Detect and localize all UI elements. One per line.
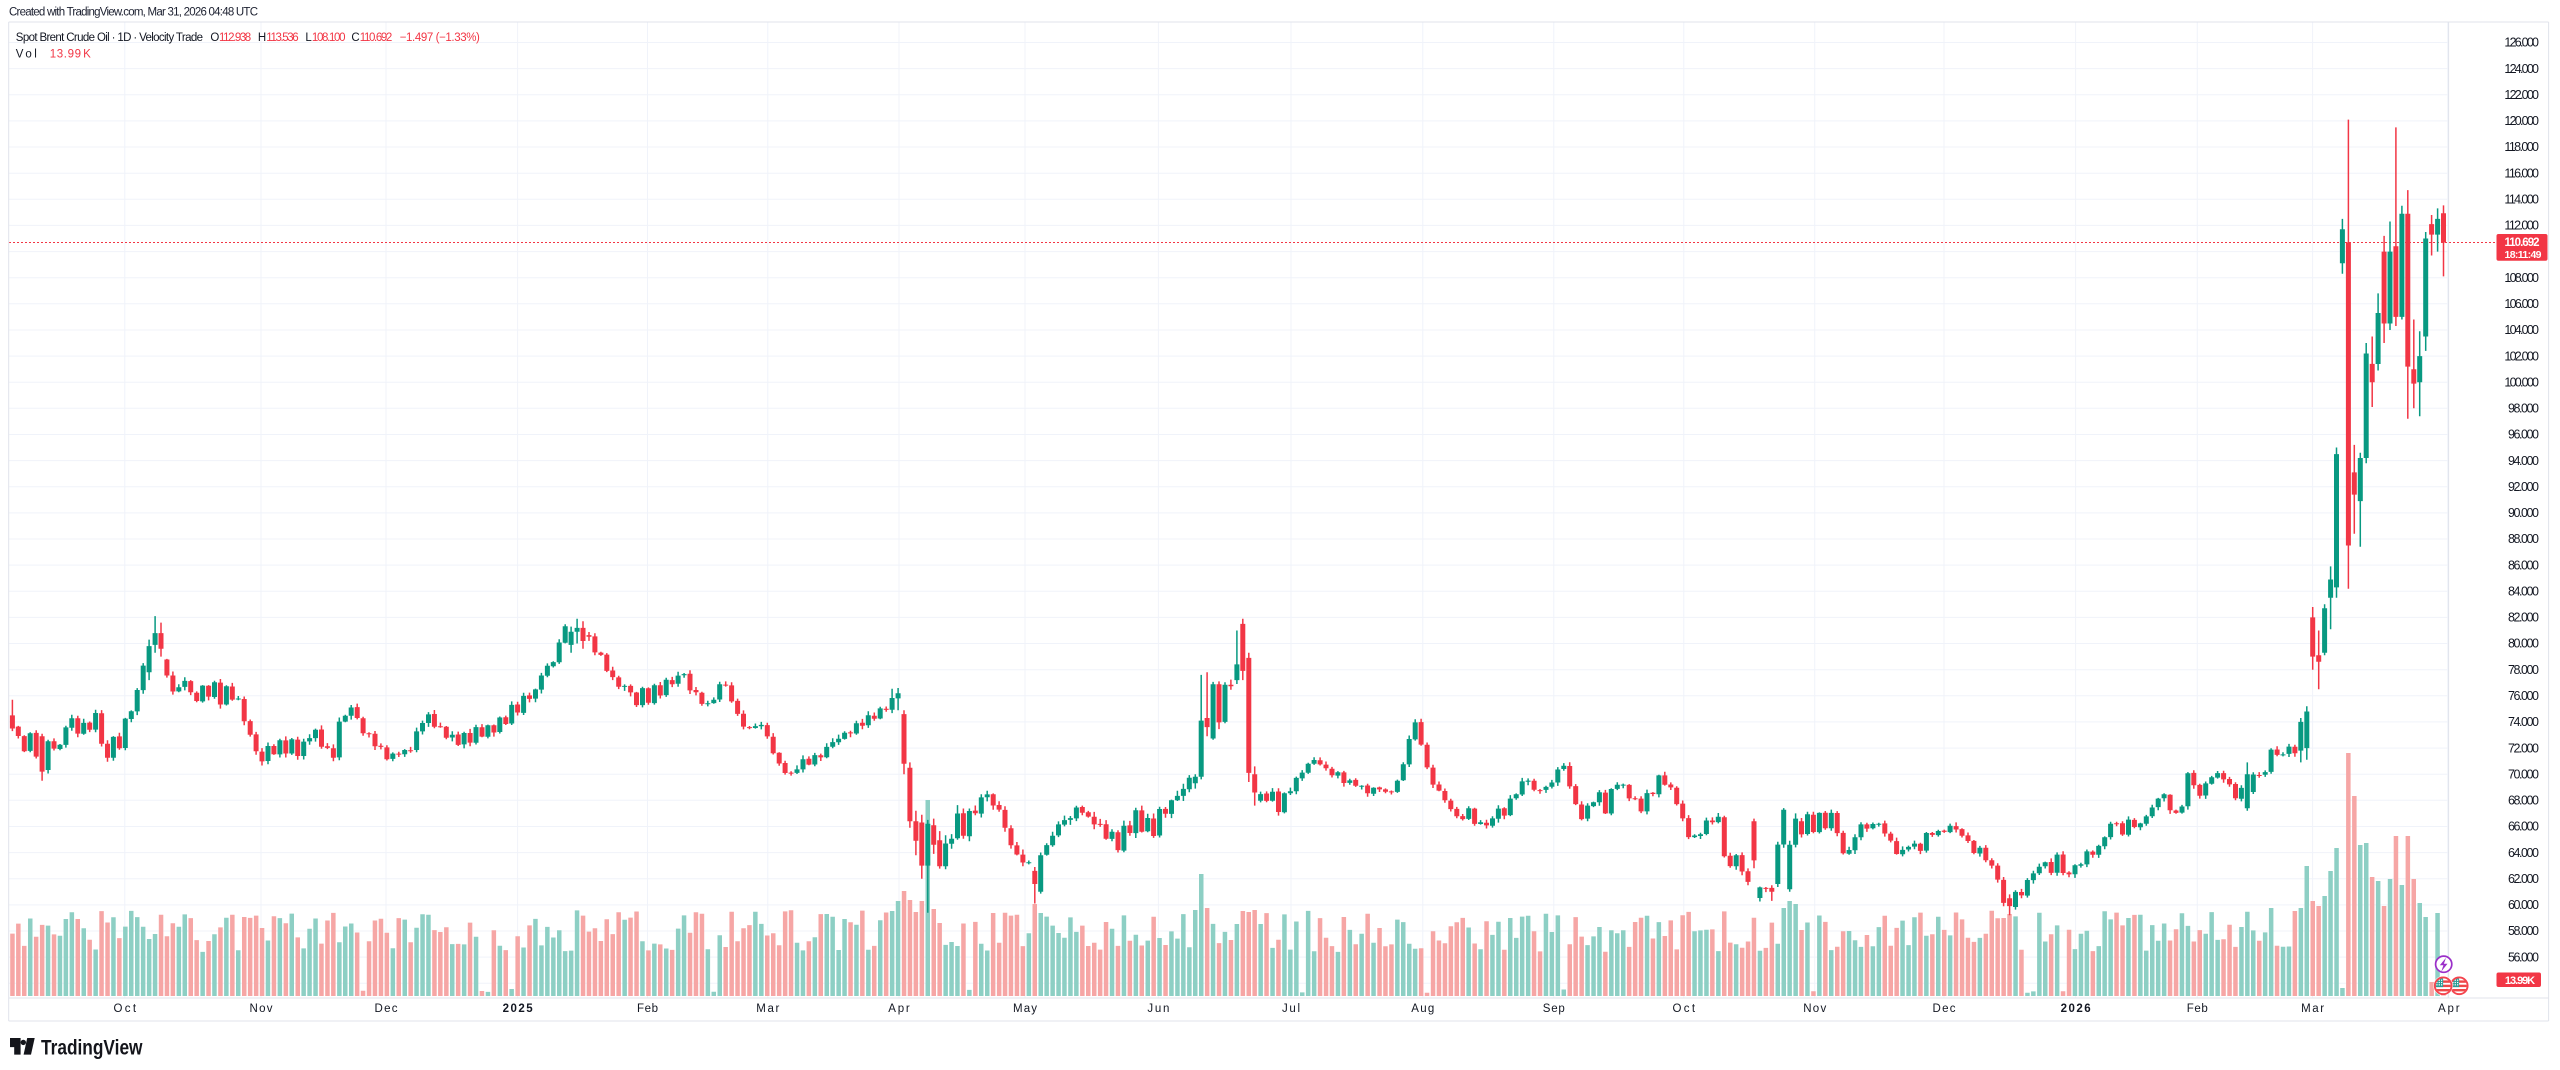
svg-text:Oct: Oct <box>1673 1003 1696 1015</box>
svg-text:2025: 2025 <box>503 1003 534 1015</box>
svg-text:13.99 K: 13.99 K <box>2505 975 2535 987</box>
svg-text:Created with TradingView.com,: Created with TradingView.com, Mar 31, 20… <box>9 7 258 19</box>
svg-text:Jun: Jun <box>1147 1003 1169 1015</box>
svg-text:Nov: Nov <box>250 1003 273 1015</box>
svg-text:94.000: 94.000 <box>2508 454 2539 468</box>
svg-text:Jul: Jul <box>1282 1003 1300 1015</box>
svg-text:C: C <box>351 32 359 44</box>
svg-text:13.99 K: 13.99 K <box>50 48 91 60</box>
svg-text:Sep: Sep <box>1543 1003 1565 1015</box>
svg-text:May: May <box>1013 1003 1037 1015</box>
svg-text:Spot Brent Crude Oil · 1D · Ve: Spot Brent Crude Oil · 1D · Velocity Tra… <box>16 32 203 44</box>
svg-text:110.692: 110.692 <box>360 32 393 44</box>
svg-text:60.000: 60.000 <box>2508 898 2539 912</box>
svg-text:78.000: 78.000 <box>2508 663 2539 677</box>
svg-text:68.000: 68.000 <box>2508 794 2539 808</box>
svg-text:106.000: 106.000 <box>2504 297 2539 311</box>
svg-text:98.000: 98.000 <box>2508 402 2539 416</box>
svg-text:82.000: 82.000 <box>2508 611 2539 625</box>
svg-text:126.000: 126.000 <box>2504 36 2539 50</box>
svg-text:Vol: Vol <box>16 48 37 60</box>
svg-text:80.000: 80.000 <box>2508 637 2539 651</box>
svg-text:Aug: Aug <box>1411 1003 1434 1015</box>
svg-text:114.000: 114.000 <box>2504 193 2539 207</box>
svg-text:Mar: Mar <box>756 1003 779 1015</box>
svg-text:120.000: 120.000 <box>2504 114 2539 128</box>
svg-text:88.000: 88.000 <box>2508 532 2539 546</box>
svg-text:Oct: Oct <box>114 1003 137 1015</box>
svg-text:Mar: Mar <box>2301 1003 2324 1015</box>
svg-text:110.692: 110.692 <box>2505 237 2540 249</box>
svg-text:102.000: 102.000 <box>2504 349 2539 363</box>
svg-text:18:11:49: 18:11:49 <box>2505 249 2542 261</box>
svg-text:H: H <box>258 32 266 44</box>
svg-text:112.000: 112.000 <box>2504 219 2539 233</box>
svg-text:76.000: 76.000 <box>2508 689 2539 703</box>
svg-text:72.000: 72.000 <box>2508 741 2539 755</box>
svg-text:116.000: 116.000 <box>2504 166 2539 180</box>
svg-text:−1.497 (−1.33%): −1.497 (−1.33%) <box>400 32 480 44</box>
svg-text:Feb: Feb <box>637 1003 658 1015</box>
svg-text:56.000: 56.000 <box>2508 950 2539 964</box>
svg-text:84.000: 84.000 <box>2508 585 2539 599</box>
svg-text:62.000: 62.000 <box>2508 872 2539 886</box>
svg-text:108.100: 108.100 <box>312 32 346 44</box>
svg-text:Dec: Dec <box>375 1003 398 1015</box>
svg-text:112.938: 112.938 <box>219 32 251 44</box>
svg-text:92.000: 92.000 <box>2508 480 2539 494</box>
svg-text:96.000: 96.000 <box>2508 428 2539 442</box>
svg-text:Apr: Apr <box>2438 1003 2460 1015</box>
svg-text:L: L <box>305 32 312 44</box>
svg-text:124.000: 124.000 <box>2504 62 2539 76</box>
svg-text:90.000: 90.000 <box>2508 506 2539 520</box>
svg-text:TradingView: TradingView <box>41 1035 143 1059</box>
svg-text:Nov: Nov <box>1803 1003 1826 1015</box>
svg-text:118.000: 118.000 <box>2504 140 2539 154</box>
svg-text:64.000: 64.000 <box>2508 846 2539 860</box>
svg-text:58.000: 58.000 <box>2508 924 2539 938</box>
svg-text:100.000: 100.000 <box>2504 375 2539 389</box>
svg-text:113.536: 113.536 <box>266 32 298 44</box>
svg-text:Dec: Dec <box>1933 1003 1956 1015</box>
svg-text:Feb: Feb <box>2187 1003 2208 1015</box>
svg-text:O: O <box>210 32 219 44</box>
svg-text:66.000: 66.000 <box>2508 820 2539 834</box>
svg-text:2026: 2026 <box>2061 1003 2091 1015</box>
svg-text:122.000: 122.000 <box>2504 88 2539 102</box>
svg-text:108.000: 108.000 <box>2504 271 2539 285</box>
svg-text:104.000: 104.000 <box>2504 323 2539 337</box>
svg-text:Apr: Apr <box>888 1003 910 1015</box>
svg-text:74.000: 74.000 <box>2508 715 2539 729</box>
svg-text:70.000: 70.000 <box>2508 767 2539 781</box>
svg-text:86.000: 86.000 <box>2508 558 2539 572</box>
